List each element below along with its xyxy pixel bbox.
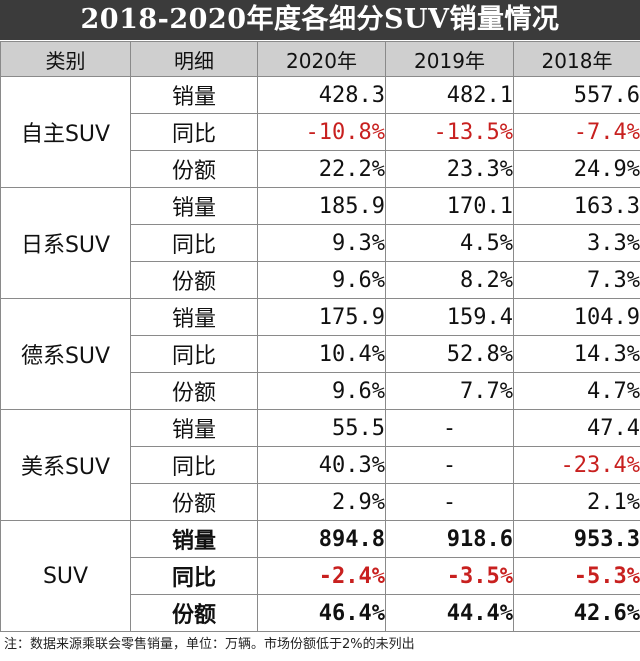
- table-row: SUV 销量 894.8 918.6 953.3: [0, 520, 640, 632]
- header-category: 类别: [0, 41, 131, 77]
- table-row: 份额 46.4% 44.4% 42.6%: [1, 594, 640, 632]
- value-cell-2018: 163.3: [513, 187, 640, 225]
- metric-cell: 同比: [130, 557, 258, 595]
- metric-cell: 同比: [130, 113, 258, 151]
- table-row: 同比 10.4% 52.8% 14.3%: [1, 335, 640, 373]
- value-cell-2019: 23.3%: [385, 150, 514, 188]
- metric-cell: 份额: [130, 261, 258, 299]
- value-cell-2019: 482.1: [385, 76, 514, 114]
- value-cell-2019: -: [385, 446, 514, 484]
- table-row: 份额 9.6% 7.7% 4.7%: [1, 372, 640, 410]
- value-cell-2018: 2.1%: [513, 483, 640, 521]
- category-cell: 德系SUV: [0, 298, 131, 410]
- value-cell-2019: -: [385, 483, 514, 521]
- header-2018: 2018年: [513, 41, 640, 77]
- value-cell-2019: 4.5%: [385, 224, 514, 262]
- category-cell: 日系SUV: [0, 187, 131, 299]
- metric-cell: 同比: [130, 224, 258, 262]
- value-cell-2020: 10.4%: [257, 335, 386, 373]
- value-cell-2019: 7.7%: [385, 372, 514, 410]
- value-cell-2018: -5.3%: [513, 557, 640, 595]
- value-cell-2019: 8.2%: [385, 261, 514, 299]
- value-cell-2018: 7.3%: [513, 261, 640, 299]
- metric-cell: 份额: [130, 483, 258, 521]
- metric-cell: 销量: [130, 298, 258, 336]
- suv-sales-table: 类别 明细 2020年 2019年 2018年 自主SUV 销量 428.3 482.…: [0, 41, 640, 632]
- category-cell: 自主SUV: [0, 76, 131, 188]
- table-body: 自主SUV 销量 428.3 482.1 557.6 同比 -10.8% -13.5% -7.4…: [0, 76, 640, 632]
- value-cell-2019: 918.6: [385, 520, 514, 558]
- value-cell-2018: 42.6%: [513, 594, 640, 632]
- metric-cell: 份额: [130, 150, 258, 188]
- value-cell-2020: 428.3: [257, 76, 386, 114]
- value-cell-2020: 2.9%: [257, 483, 386, 521]
- value-cell-2019: -: [385, 409, 514, 447]
- metric-cell: 同比: [130, 446, 258, 484]
- value-cell-2020: 185.9: [257, 187, 386, 225]
- metric-cell: 同比: [130, 335, 258, 373]
- value-cell-2019: -3.5%: [385, 557, 514, 595]
- value-cell-2018: 104.9: [513, 298, 640, 336]
- value-cell-2019: 44.4%: [385, 594, 514, 632]
- value-cell-2020: 9.6%: [257, 372, 386, 410]
- table-header-row: 类别 明细 2020年 2019年 2018年: [0, 41, 640, 77]
- metric-cell: 份额: [130, 372, 258, 410]
- footnote: 注：数据来源乘联会零售销量，单位：万辆。市场份额低于2%的未列出: [4, 637, 415, 652]
- value-cell-2020: -2.4%: [257, 557, 386, 595]
- value-cell-2020: 22.2%: [257, 150, 386, 188]
- header-2019: 2019年: [385, 41, 514, 77]
- value-cell-2018: -23.4%: [513, 446, 640, 484]
- header-detail: 明细: [130, 41, 258, 77]
- table-row: 日系SUV 销量 185.9 170.1 163.3: [0, 187, 640, 299]
- value-cell-2018: 3.3%: [513, 224, 640, 262]
- header-2020: 2020年: [257, 41, 386, 77]
- metric-cell: 销量: [130, 409, 258, 447]
- table-row: 份额 9.6% 8.2% 7.3%: [1, 261, 640, 299]
- table-row: 同比 -2.4% -3.5% -5.3%: [1, 557, 640, 595]
- value-cell-2019: 170.1: [385, 187, 514, 225]
- value-cell-2020: 9.3%: [257, 224, 386, 262]
- table-row: 自主SUV 销量 428.3 482.1 557.6: [0, 76, 640, 188]
- metric-cell: 份额: [130, 594, 258, 632]
- value-cell-2018: 4.7%: [513, 372, 640, 410]
- value-cell-2018: 557.6: [513, 76, 640, 114]
- table-row: 同比 9.3% 4.5% 3.3%: [1, 224, 640, 262]
- value-cell-2018: 953.3: [513, 520, 640, 558]
- table-row: 美系SUV 销量 55.5-47.4: [0, 409, 640, 521]
- value-cell-2020: 40.3%: [257, 446, 386, 484]
- metric-cell: 销量: [130, 76, 258, 114]
- value-cell-2018: 47.4: [513, 409, 640, 447]
- value-cell-2018: 14.3%: [513, 335, 640, 373]
- value-cell-2020: 175.9: [257, 298, 386, 336]
- value-cell-2020: 46.4%: [257, 594, 386, 632]
- metric-cell: 销量: [130, 520, 258, 558]
- value-cell-2020: -10.8%: [257, 113, 386, 151]
- value-cell-2020: 894.8: [257, 520, 386, 558]
- value-cell-2019: 159.4: [385, 298, 514, 336]
- table-row: 德系SUV 销量 175.9 159.4 104.9: [0, 298, 640, 410]
- value-cell-2020: 9.6%: [257, 261, 386, 299]
- table-title: 2018-2020年度各细分SUV销量情况: [0, 0, 640, 40]
- value-cell-2018: 24.9%: [513, 150, 640, 188]
- metric-cell: 销量: [130, 187, 258, 225]
- value-cell-2019: 52.8%: [385, 335, 514, 373]
- category-cell: SUV: [0, 520, 131, 632]
- value-cell-2018: -7.4%: [513, 113, 640, 151]
- category-cell: 美系SUV: [0, 409, 131, 521]
- value-cell-2020: 55.5: [257, 409, 386, 447]
- value-cell-2019: -13.5%: [385, 113, 514, 151]
